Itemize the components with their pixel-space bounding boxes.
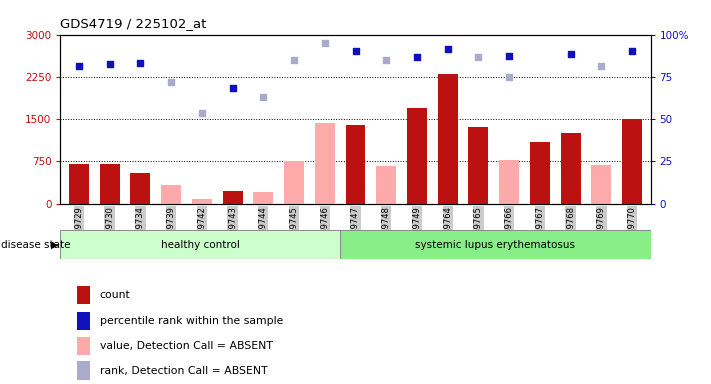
Point xyxy=(104,61,115,68)
Bar xyxy=(438,74,458,204)
Point xyxy=(411,54,422,60)
Point xyxy=(380,57,392,63)
Point xyxy=(196,110,208,116)
Bar xyxy=(530,142,550,204)
Bar xyxy=(69,164,89,204)
Bar xyxy=(315,123,335,204)
Bar xyxy=(561,133,581,204)
Point xyxy=(73,63,85,69)
Point xyxy=(596,63,607,69)
Text: percentile rank within the sample: percentile rank within the sample xyxy=(100,316,283,326)
Text: rank, Detection Call = ABSENT: rank, Detection Call = ABSENT xyxy=(100,366,267,376)
Point xyxy=(134,60,146,66)
Bar xyxy=(622,119,642,204)
Bar xyxy=(469,127,488,204)
Point xyxy=(503,53,515,59)
Point xyxy=(319,40,331,46)
Point xyxy=(473,54,484,60)
Point xyxy=(442,46,454,52)
Point xyxy=(289,57,300,63)
Text: disease state: disease state xyxy=(1,240,70,250)
Text: ▶: ▶ xyxy=(51,240,59,250)
Bar xyxy=(192,199,212,204)
Text: value, Detection Call = ABSENT: value, Detection Call = ABSENT xyxy=(100,341,272,351)
Text: healthy control: healthy control xyxy=(161,240,240,250)
Bar xyxy=(340,230,651,259)
Bar xyxy=(100,164,119,204)
Bar xyxy=(77,361,90,380)
Text: systemic lupus erythematosus: systemic lupus erythematosus xyxy=(415,240,575,250)
Text: GDS4719 / 225102_at: GDS4719 / 225102_at xyxy=(60,17,207,30)
Bar xyxy=(161,185,181,204)
Bar xyxy=(284,161,304,204)
Bar xyxy=(592,165,611,204)
Point xyxy=(565,51,577,57)
Bar xyxy=(346,125,365,204)
Bar xyxy=(253,192,273,204)
Bar xyxy=(130,172,150,204)
Bar xyxy=(77,312,90,330)
Point xyxy=(257,93,269,99)
Bar xyxy=(77,286,90,305)
Bar xyxy=(223,190,242,204)
Bar xyxy=(499,160,519,204)
Bar xyxy=(407,108,427,204)
Point xyxy=(166,79,177,86)
Text: count: count xyxy=(100,290,130,300)
Point xyxy=(503,74,515,80)
Bar xyxy=(376,166,396,204)
Point xyxy=(626,48,638,55)
Point xyxy=(350,48,361,55)
Bar xyxy=(77,337,90,355)
Point xyxy=(227,85,238,91)
Bar xyxy=(60,230,340,259)
